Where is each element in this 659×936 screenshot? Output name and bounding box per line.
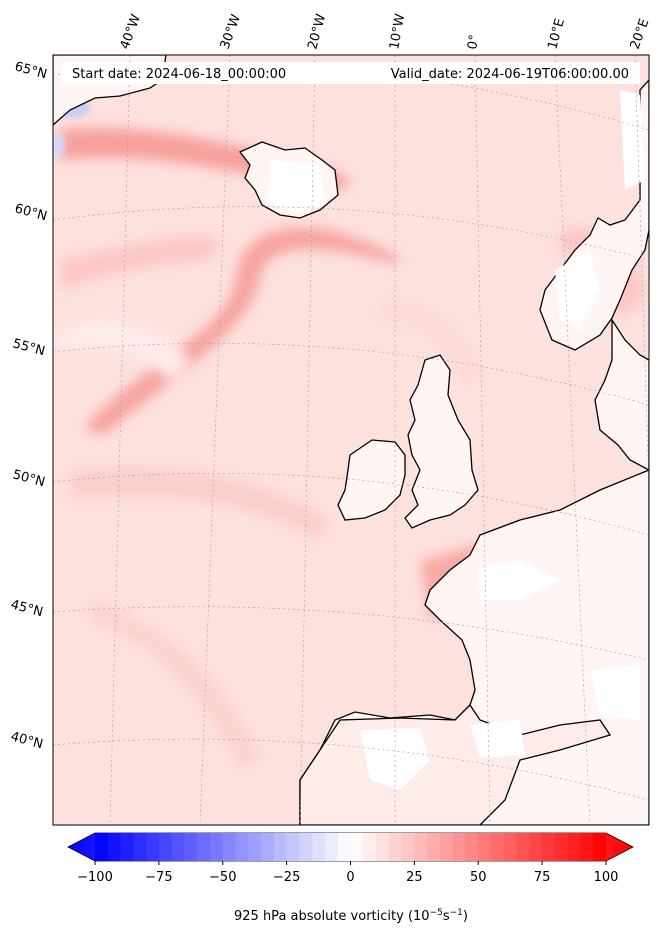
colorbar-segment [184,833,198,861]
colorbar-segment [197,833,211,861]
colorbar-segment [299,833,313,861]
colorbar-segment [414,833,428,861]
lon-label-40w: 40°W [118,12,144,51]
colorbar-segment [439,833,454,861]
colorbar-segment [593,833,607,861]
colorbar-segment [452,833,466,861]
colorbar-segment [158,833,173,861]
colorbar-ticks: −100 −75 −50 −25 0 25 50 75 100 [77,861,618,885]
colorbar-segment [350,833,364,861]
colorbar-segment [133,833,147,861]
lat-label-65n: 65°N [13,59,49,82]
lat-label-50n: 50°N [11,467,47,490]
map-frame [52,54,650,826]
colorbar-segment [312,833,326,861]
longitude-labels: 40°W 30°W 20°W 10°W 0° 10°E 20°E [118,12,653,51]
colorbar-segments [95,833,607,861]
colorbar-segment [478,833,492,861]
land-clear-patches [268,90,645,790]
colorbar-segment [273,833,288,861]
lon-label-20w: 20°W [305,12,329,51]
start-date-label: Start date: 2024-06-18_00:00:00 [72,67,286,82]
lon-label-0: 0° [465,34,482,51]
colorbar-segment [337,833,351,861]
colorbar-tick-label: −75 [145,870,172,885]
colorbar-segment [286,833,300,861]
colorbar-segment [491,833,505,861]
colorbar-tick-label: −100 [77,870,113,885]
colorbar-segment [107,833,122,861]
colorbar-segment [580,833,594,861]
colorbar-segment [427,833,441,861]
colorbar-segment [95,833,109,861]
colorbar-tick-label: 75 [534,870,551,885]
colorbar-segment [146,833,160,861]
lon-label-30w: 30°W [218,12,244,51]
colorbar-segment [401,833,415,861]
colorbar-segment [567,833,581,861]
colorbar-segment [529,833,543,861]
sweden-denmark [594,317,649,471]
colorbar-tick-label: 25 [406,870,423,885]
colorbar-segment [376,833,390,861]
lat-label-60n: 60°N [13,201,49,224]
colorbar-segment [554,833,569,861]
lon-label-20e: 20°E [628,17,653,52]
map-panel: Start date: 2024-06-18_00:00:00 Valid_da… [53,55,649,825]
colorbar-segment [465,833,479,861]
colorbar-segment [503,833,518,861]
latitude-labels: 65°N 60°N 55°N 50°N 45°N 40°N [9,59,49,752]
colorbar-segment [388,833,403,861]
colorbar-segment [171,833,185,861]
colorbar-tick-label: −25 [273,870,300,885]
colorbar-segment [542,833,556,861]
colorbar-label: 925 hPa absolute vorticity (10−5s−1) [234,908,468,924]
colorbar-segment [324,833,339,861]
header-background [62,62,640,84]
lat-label-40n: 40°N [9,729,45,752]
lon-label-10w: 10°W [387,13,408,51]
lat-label-55n: 55°N [11,336,47,359]
colorbar-segment [235,833,249,861]
lon-label-10e: 10°E [545,17,568,51]
colorbar-tick-label: 50 [470,870,487,885]
graticule [53,55,649,825]
colorbar-segment [222,833,237,861]
colorbar-segment [363,833,377,861]
colorbar-tick-label: 100 [594,870,619,885]
great-britain [404,354,479,529]
colorbar-segment [248,833,262,861]
lat-label-45n: 45°N [9,597,45,620]
colorbar-segment [120,833,134,861]
colorbar: −100 −75 −50 −25 0 25 50 75 100 925 hPa absolute… [67,832,634,924]
valid-date-label: Valid_date: 2024-06-19T06:00:00.00 [391,67,629,82]
colorbar-segment [209,833,224,861]
colorbar-tick-label: 0 [346,870,354,885]
colorbar-segment [516,833,530,861]
colorbar-segment [261,833,275,861]
colorbar-tick-label: −50 [209,870,236,885]
